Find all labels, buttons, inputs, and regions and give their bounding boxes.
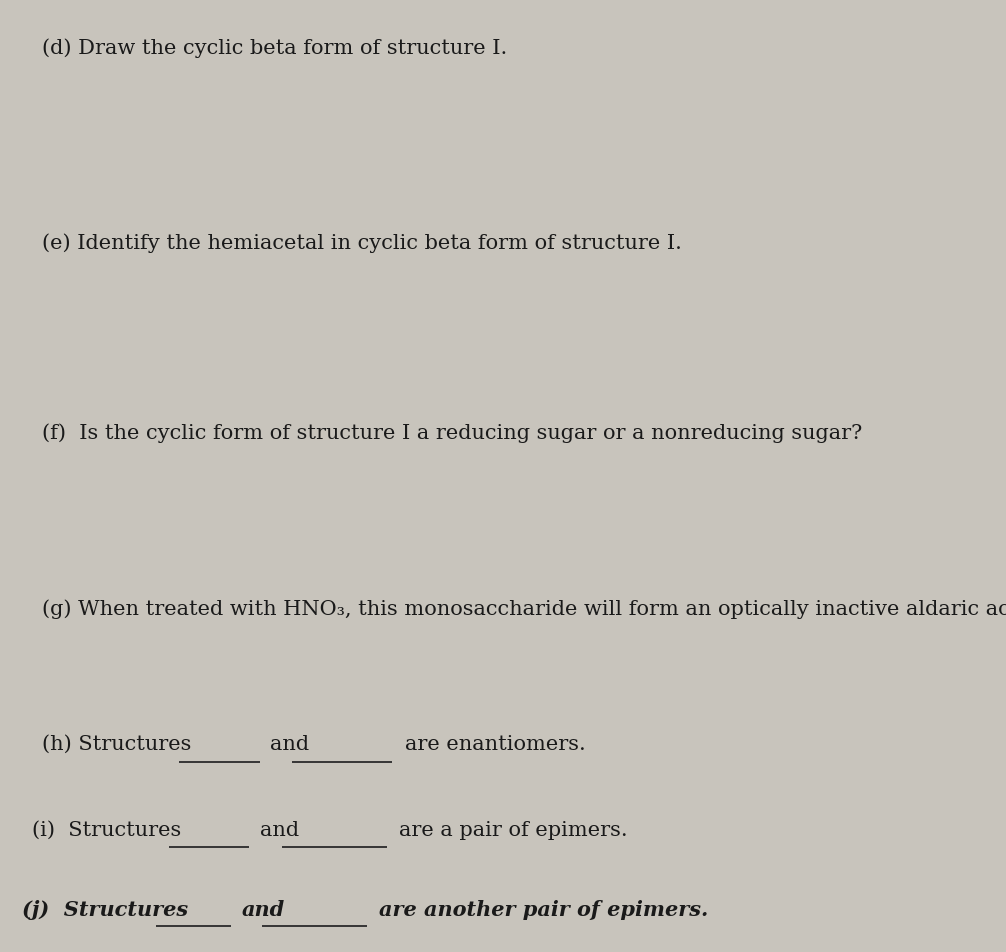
Text: are enantiomers.: are enantiomers. <box>405 735 586 754</box>
Text: are another pair of epimers.: are another pair of epimers. <box>379 900 708 920</box>
Text: and: and <box>241 900 285 920</box>
Text: (f)  Is the cyclic form of structure I a reducing sugar or a nonreducing sugar?: (f) Is the cyclic form of structure I a … <box>42 424 862 444</box>
Text: (g) When treated with HNO₃, this monosaccharide will form an optically inactive : (g) When treated with HNO₃, this monosac… <box>42 600 1006 620</box>
Text: (j)  Structures: (j) Structures <box>22 900 188 920</box>
Text: and: and <box>260 821 299 840</box>
Text: (e) Identify the hemiacetal in cyclic beta form of structure I.: (e) Identify the hemiacetal in cyclic be… <box>42 233 682 253</box>
Text: (i)  Structures: (i) Structures <box>32 821 181 840</box>
Text: and: and <box>270 735 309 754</box>
Text: (d) Draw the cyclic beta form of structure I.: (d) Draw the cyclic beta form of structu… <box>42 38 507 58</box>
Text: (h) Structures: (h) Structures <box>42 735 191 754</box>
Text: are a pair of epimers.: are a pair of epimers. <box>399 821 628 840</box>
